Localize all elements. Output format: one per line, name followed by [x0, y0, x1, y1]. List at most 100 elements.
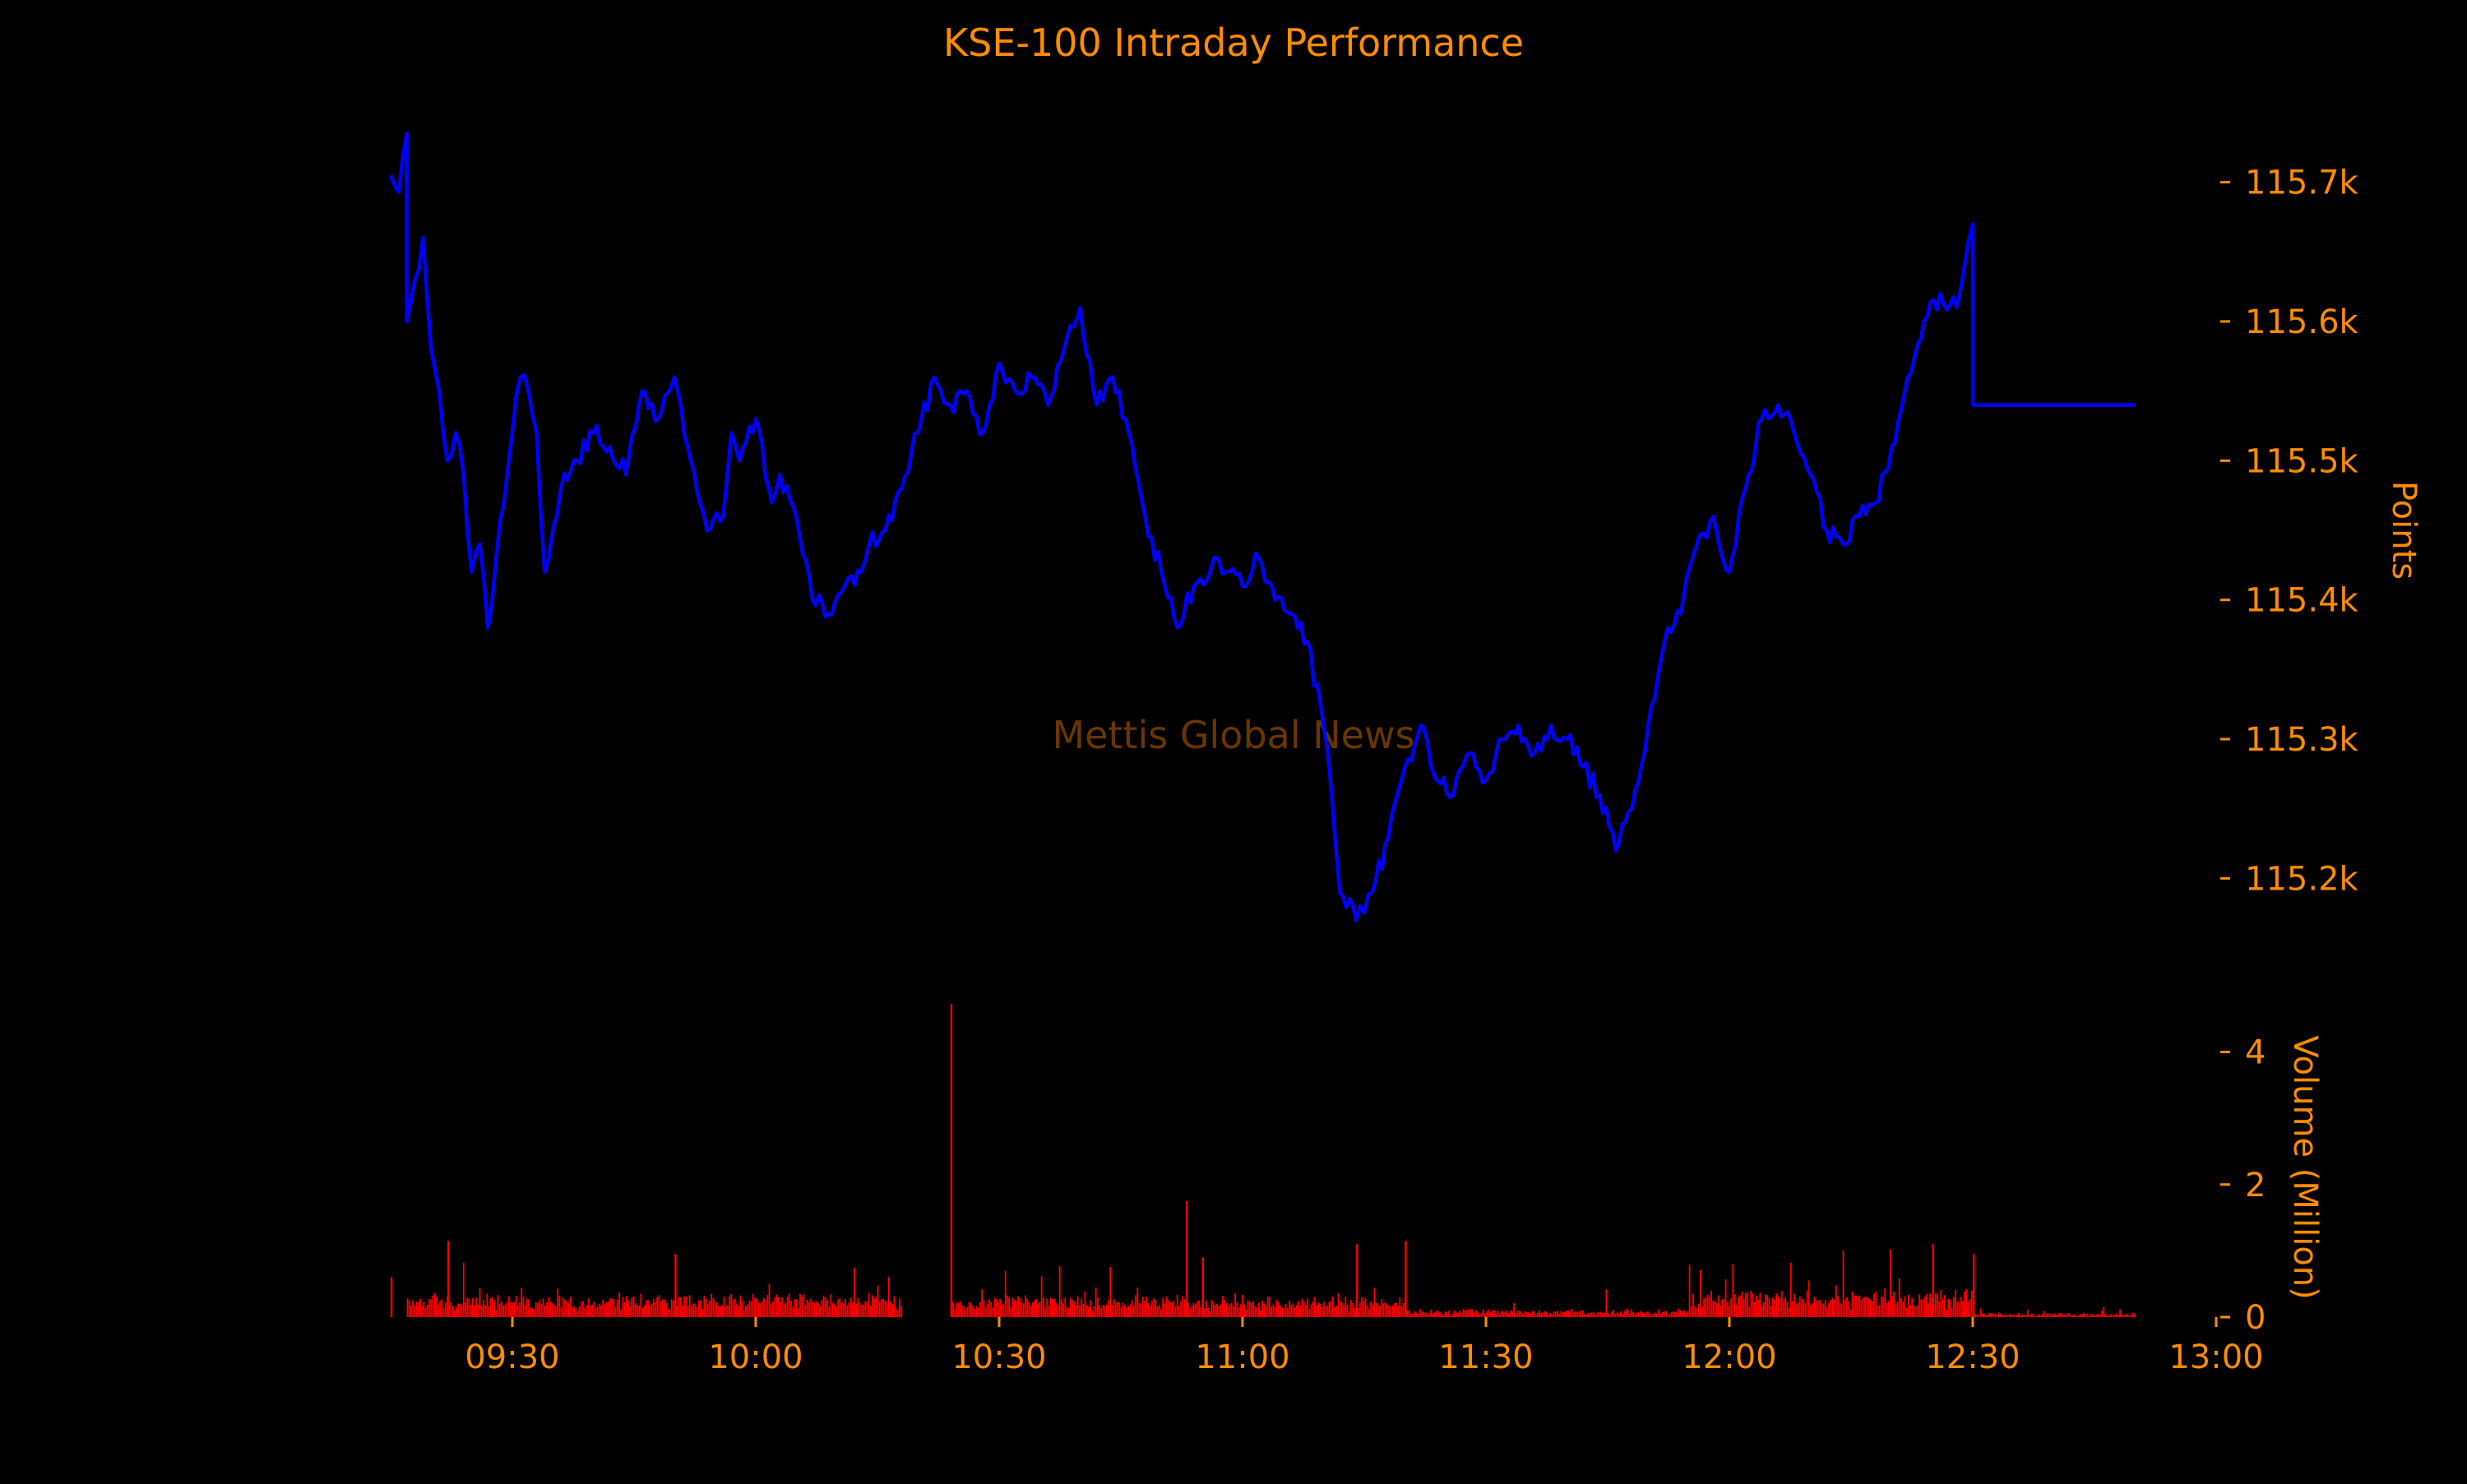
volume-bar — [1088, 1306, 1090, 1317]
volume-bar — [1126, 1307, 1127, 1317]
volume-bar — [828, 1306, 831, 1317]
volume-bar — [966, 1306, 969, 1317]
volume-bar — [1873, 1293, 1875, 1317]
volume-bar — [655, 1301, 656, 1317]
volume-bar — [1335, 1306, 1338, 1317]
volume-bar — [634, 1303, 636, 1317]
volume-bar — [575, 1307, 577, 1317]
volume-bar — [1275, 1300, 1278, 1317]
volume-bar — [2025, 1315, 2027, 1317]
volume-bar — [2113, 1315, 2116, 1317]
volume-bar — [1575, 1311, 1576, 1317]
volume-bar — [1326, 1305, 1329, 1317]
volume-bar — [1678, 1308, 1680, 1317]
volume-bar — [1451, 1313, 1454, 1317]
volume-bar — [810, 1298, 812, 1317]
volume-bar — [1828, 1302, 1830, 1317]
volume-bar — [705, 1298, 707, 1317]
volume-bar — [995, 1299, 997, 1317]
volume-bar — [1887, 1301, 1890, 1317]
volume-bar — [694, 1303, 697, 1317]
volume-bar — [1310, 1304, 1312, 1317]
volume-bar — [875, 1297, 877, 1317]
volume-bar — [1257, 1302, 1260, 1317]
volume-bar — [1893, 1291, 1895, 1317]
volume-bar — [1430, 1310, 1432, 1317]
price-tick-label: 115.6k — [2245, 303, 2359, 341]
volume-bar — [1366, 1305, 1368, 1317]
volume-bar — [2050, 1314, 2053, 1317]
volume-bar — [669, 1309, 671, 1317]
volume-bar — [857, 1297, 859, 1317]
volume-bar — [650, 1303, 653, 1317]
volume-bar — [1048, 1305, 1050, 1317]
volume-bar — [999, 1298, 1001, 1317]
volume-bar — [1441, 1314, 1443, 1317]
volume-bar — [1590, 1312, 1593, 1317]
volume-bar — [2020, 1315, 2021, 1317]
volume-tick-label: 0 — [2245, 1299, 2266, 1337]
volume-bar — [1911, 1297, 1914, 1317]
volume-bar — [1587, 1313, 1590, 1317]
volume-bar — [1687, 1311, 1689, 1317]
volume-bar — [1569, 1311, 1571, 1317]
volume-bar — [1164, 1303, 1166, 1317]
volume-bar — [1634, 1313, 1636, 1317]
volume-bar — [1837, 1296, 1839, 1317]
volume-bar — [564, 1299, 566, 1317]
volume-bar — [1958, 1301, 1960, 1317]
volume-bar — [1833, 1299, 1835, 1317]
volume-bar — [819, 1306, 822, 1317]
volume-bar — [2115, 1314, 2118, 1317]
volume-bar — [567, 1302, 570, 1317]
volume-bar — [1748, 1306, 1751, 1317]
volume-bar — [1768, 1297, 1770, 1317]
volume-bar — [984, 1307, 987, 1317]
volume-bar — [1180, 1301, 1182, 1317]
volume-bar — [1846, 1297, 1848, 1317]
volume-bar — [1227, 1306, 1229, 1317]
volume-bar — [679, 1297, 682, 1317]
volume-bar — [1696, 1308, 1698, 1317]
volume-bar — [1875, 1292, 1877, 1317]
volume-bar — [1034, 1300, 1035, 1317]
volume-bar — [1102, 1305, 1104, 1317]
volume-bar — [779, 1301, 781, 1317]
volume-bar — [1942, 1298, 1944, 1317]
volume-bar — [1399, 1297, 1401, 1317]
volume-bar — [1674, 1312, 1676, 1317]
volume-bar — [1925, 1293, 1928, 1317]
volume-bar — [1866, 1296, 1868, 1317]
volume-bar — [685, 1296, 687, 1317]
volume-bar — [566, 1301, 568, 1317]
volume-bar — [1620, 1311, 1622, 1317]
volume-bar — [593, 1301, 595, 1317]
volume-bar — [1928, 1303, 1929, 1317]
volume-bar — [2045, 1314, 2047, 1317]
volume-bar — [1312, 1301, 1314, 1317]
time-tick-label: 10:30 — [951, 1338, 1046, 1376]
volume-bar — [1479, 1314, 1481, 1317]
volume-bar — [783, 1304, 785, 1317]
volume-bar — [1757, 1299, 1760, 1317]
volume-bar — [1216, 1304, 1218, 1317]
time-axis: 09:30 10:00 10:30 11:00 11:30 12:00 12:30 13:00 — [465, 1317, 2264, 1376]
volume-bar — [414, 1306, 416, 1317]
volume-bar — [824, 1297, 826, 1317]
volume-bar — [459, 1303, 461, 1317]
volume-bar — [486, 1293, 488, 1317]
volume-bar — [1654, 1312, 1656, 1317]
volume-bar — [1614, 1313, 1617, 1317]
volume-bar — [1008, 1297, 1010, 1317]
volume-bar — [1391, 1306, 1394, 1317]
volume-bar — [1230, 1302, 1233, 1317]
volume-bar — [1388, 1305, 1390, 1317]
volume-bar — [1955, 1290, 1956, 1317]
volume-bar — [1406, 1310, 1409, 1317]
volume-bar — [1131, 1300, 1133, 1317]
volume-bar — [1650, 1314, 1653, 1317]
volume-bar — [2023, 1315, 2025, 1317]
volume-bar — [1357, 1307, 1359, 1317]
volume-bar — [1052, 1298, 1053, 1317]
